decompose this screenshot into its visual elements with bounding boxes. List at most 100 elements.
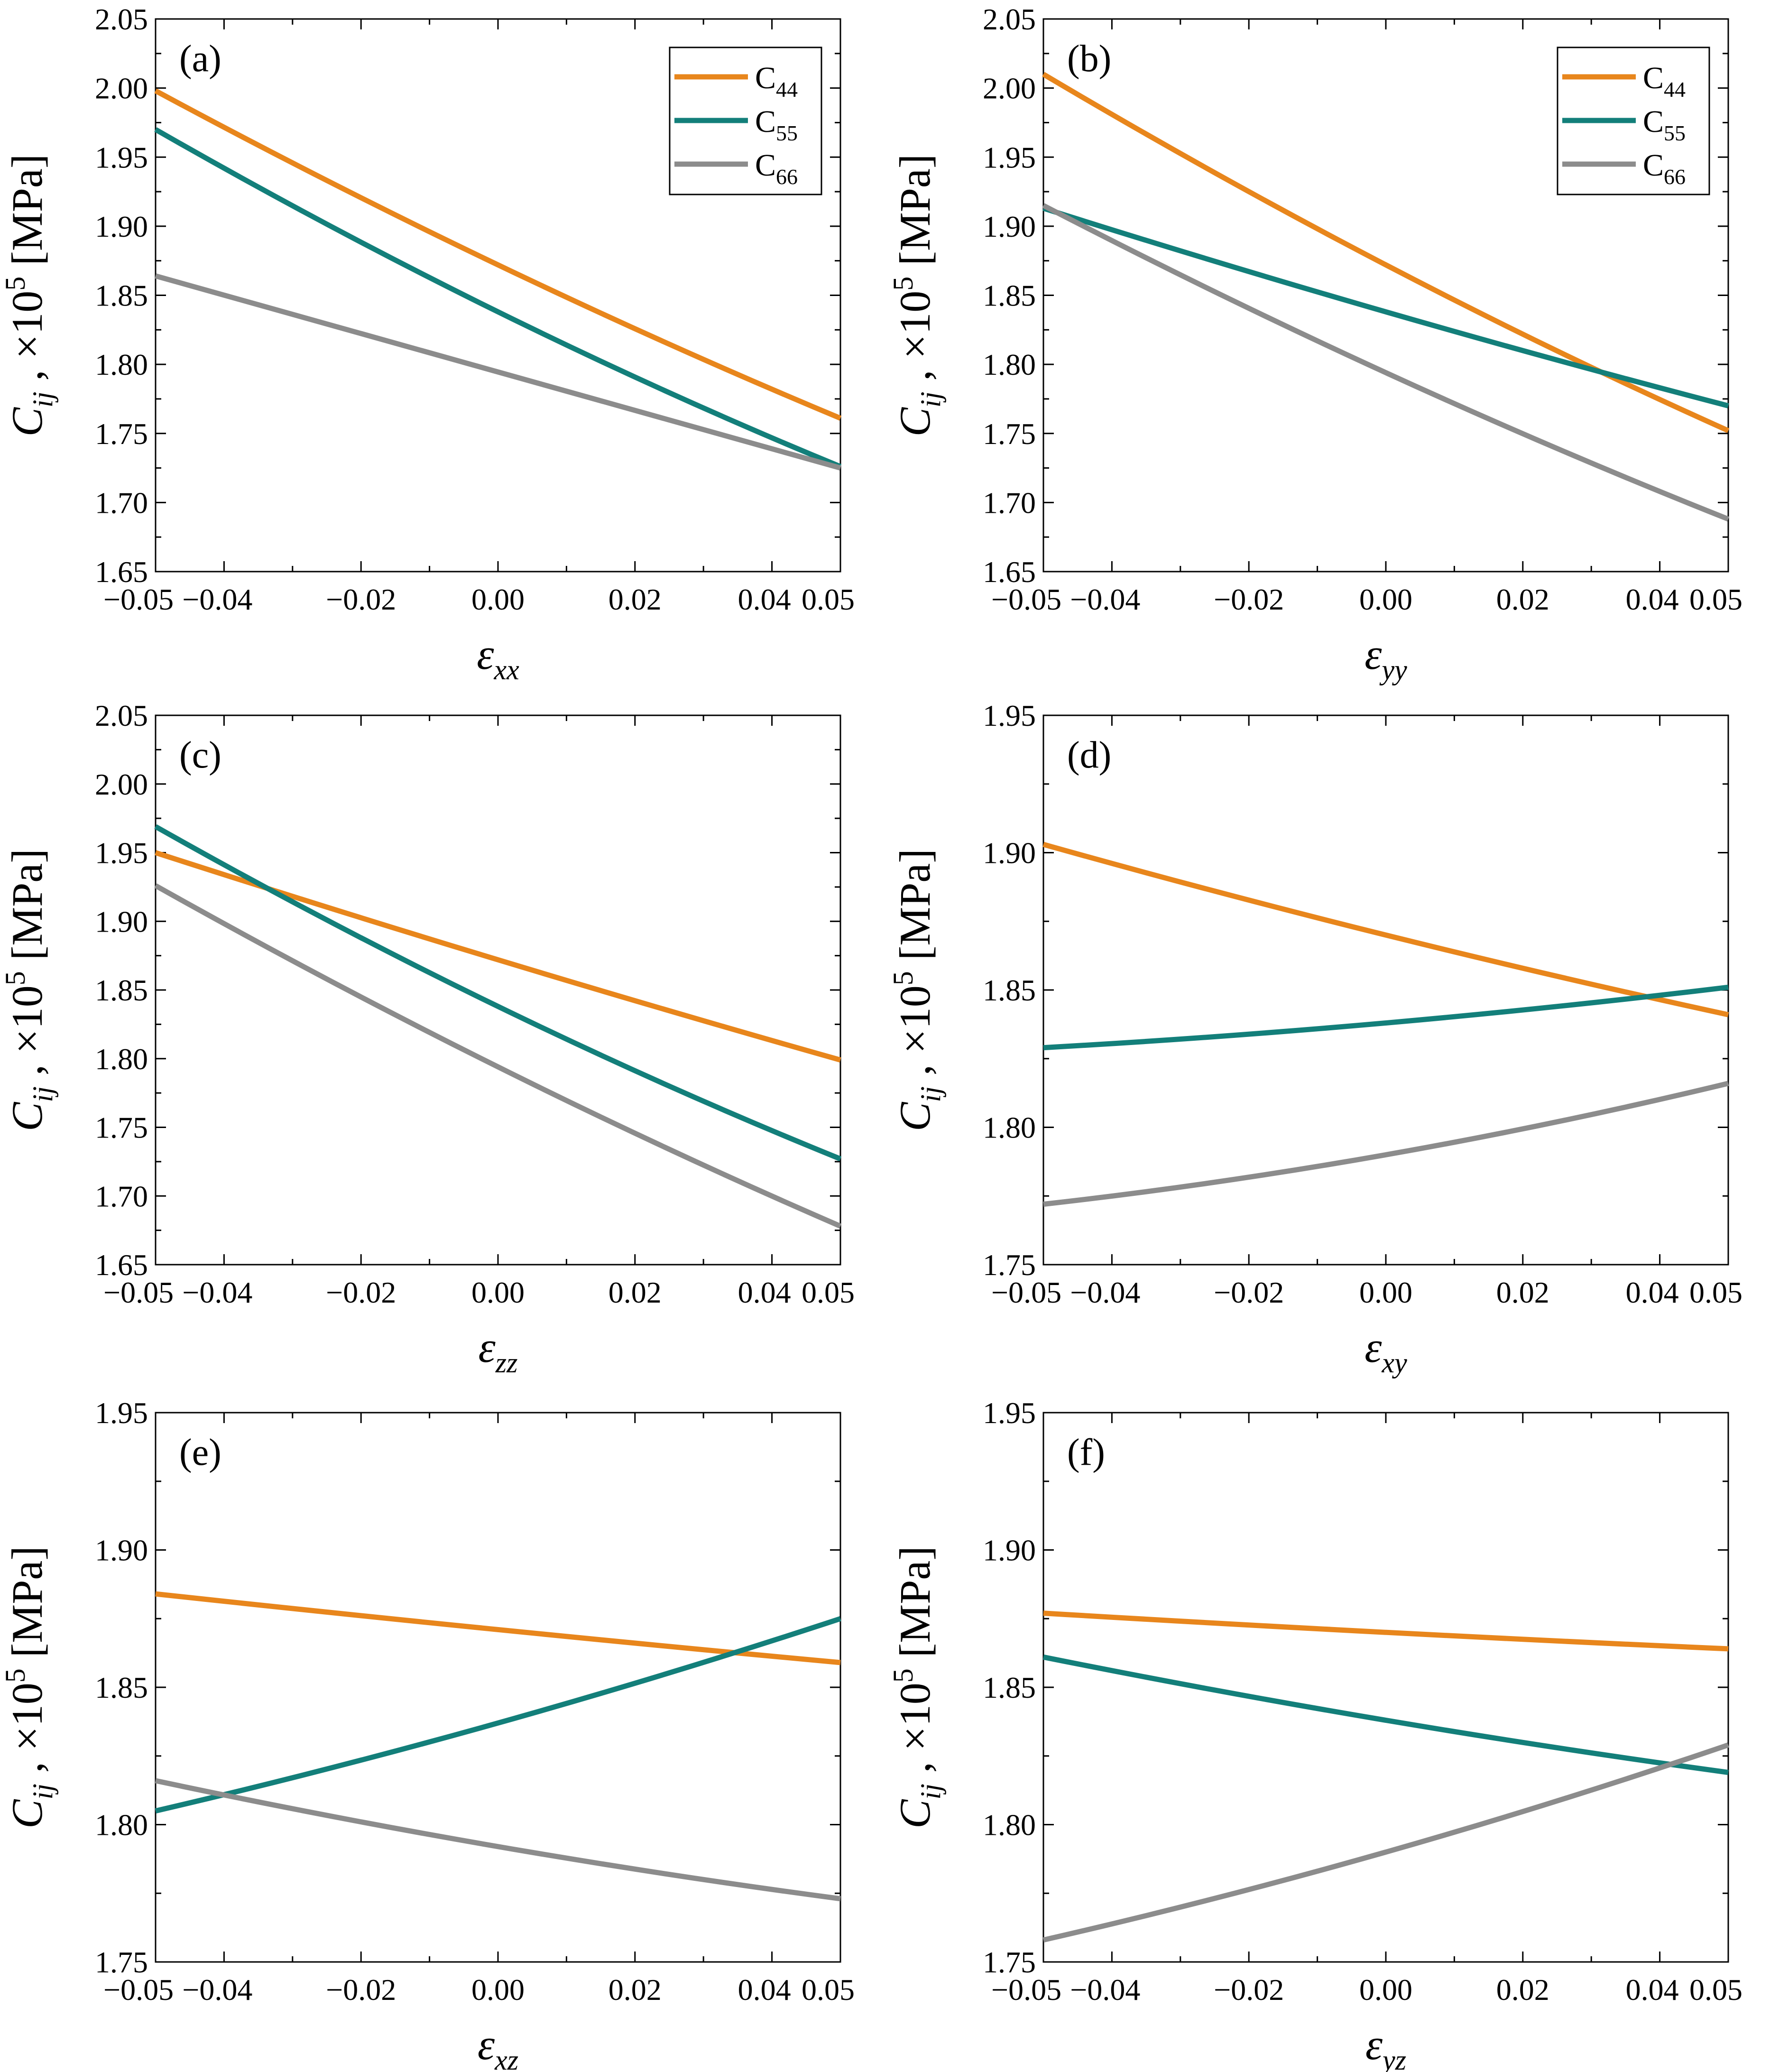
x-tick-label: −0.02 (326, 1973, 396, 2007)
x-axis-label: εxz (478, 2020, 518, 2072)
y-tick-label: 1.80 (983, 348, 1036, 381)
y-tick-label: 1.75 (983, 1945, 1036, 1979)
y-tick-label: 1.75 (95, 1111, 148, 1145)
y-axis-label: Cij , ×105 [MPa] (887, 1546, 946, 1829)
legend-label-c66: C66 (1643, 148, 1686, 189)
y-tick-label: 1.80 (983, 1111, 1036, 1145)
chart-panel-4: 1.75 1.80 1.85 1.90 1.95 −0.05 −0.04 −0.02 0.00 0… (887, 699, 1742, 1378)
panel-label: (e) (179, 1432, 221, 1473)
x-tick-label: −0.04 (182, 1276, 252, 1309)
x-axis-label: εxy (1364, 1323, 1407, 1378)
series-line-c55 (1042, 205, 1729, 408)
y-tick-label: 1.85 (983, 1671, 1036, 1704)
y-tick-label: 1.80 (95, 1042, 148, 1076)
chart-panel-5: 1.75 1.80 1.85 1.90 1.95 −0.05 −0.04 −0.02 0.00 0… (0, 1396, 855, 2072)
x-tick-label: 0.05 (1689, 583, 1742, 616)
x-tick-label: 0.02 (608, 1276, 662, 1309)
y-tick-label: 1.70 (95, 486, 148, 519)
x-axis-label: εyz (1365, 2020, 1406, 2072)
x-tick-label: −0.05 (103, 583, 174, 616)
series-line-c44 (154, 88, 842, 421)
y-tick-label: 1.70 (983, 486, 1036, 519)
plot-frame (1042, 1412, 1729, 1963)
x-tick-label: −0.05 (103, 1973, 174, 2007)
y-tick-label: 1.90 (95, 1534, 148, 1567)
x-tick-label: −0.04 (182, 1973, 252, 2007)
x-tick-label: 0.04 (738, 1973, 791, 2007)
y-tick-label: 1.80 (95, 1808, 148, 1842)
x-tick-label: 0.00 (471, 1973, 525, 2007)
y-tick-label: 2.05 (983, 2, 1036, 36)
y-tick-label: 1.80 (95, 348, 148, 381)
y-tick-label: 1.90 (983, 1534, 1036, 1567)
y-tick-label: 2.00 (95, 72, 148, 105)
series-line-c55 (1043, 984, 1729, 1051)
y-tick-label: 2.05 (95, 699, 148, 732)
x-tick-label: −0.05 (991, 1973, 1061, 2007)
x-tick-label: 0.04 (1626, 1973, 1679, 2007)
chart-panel-2: 1.65 1.70 1.75 1.80 1.85 1.90 1.95 2.00 2.05 −0.0… (887, 2, 1742, 685)
series-line-c66 (155, 273, 841, 471)
x-tick-label: −0.04 (1070, 1276, 1140, 1309)
y-tick-label: 1.90 (95, 210, 148, 243)
y-tick-label: 1.90 (983, 836, 1036, 870)
x-tick-label: 0.05 (1689, 1973, 1742, 2007)
y-tick-label: 1.95 (983, 1396, 1036, 1430)
y-axis-label: Cij , ×105 [MPa] (0, 849, 58, 1131)
y-tick-label: 1.85 (983, 279, 1036, 313)
series-line-c66 (1042, 1742, 1729, 1943)
x-tick-label: −0.02 (1214, 1973, 1284, 2007)
legend-label-c66: C66 (755, 148, 798, 189)
series-line-c66 (155, 1778, 841, 1902)
series-line-c44 (1043, 1610, 1729, 1652)
y-tick-label: 1.75 (983, 1248, 1036, 1282)
x-axis-label: εzz (479, 1323, 518, 1378)
y-tick-label: 1.75 (95, 1945, 148, 1979)
x-tick-label: 0.04 (738, 583, 791, 616)
x-tick-label: 0.04 (1626, 1276, 1679, 1309)
x-tick-label: 0.05 (802, 583, 855, 616)
y-tick-label: 1.65 (95, 1248, 148, 1282)
y-tick-label: 1.85 (95, 1671, 148, 1704)
x-tick-label: 0.05 (802, 1973, 855, 2007)
x-tick-label: 0.02 (1496, 583, 1549, 616)
x-tick-label: −0.05 (991, 1276, 1061, 1309)
y-tick-label: 1.95 (95, 1396, 148, 1430)
x-tick-label: 0.02 (608, 1973, 662, 2007)
y-tick-label: 1.85 (95, 973, 148, 1007)
x-tick-label: −0.04 (1070, 1973, 1140, 2007)
y-tick-label: 2.00 (95, 768, 148, 801)
x-tick-label: −0.05 (103, 1276, 174, 1309)
chart-panel-6: 1.75 1.80 1.85 1.90 1.95 −0.05 −0.04 −0.02 0.00 0… (887, 1396, 1742, 2072)
series-line-c55 (154, 824, 842, 1162)
y-axis-label: Cij , ×105 [MPa] (887, 154, 946, 437)
legend-label-c55: C55 (1643, 104, 1686, 145)
series-line-c66 (154, 883, 842, 1229)
panel-label: (d) (1067, 734, 1111, 776)
y-tick-label: 1.65 (95, 555, 148, 589)
panel-label: (a) (179, 38, 221, 80)
y-tick-label: 2.00 (983, 72, 1036, 105)
y-axis-label: Cij , ×105 [MPa] (0, 154, 58, 437)
y-tick-label: 1.80 (983, 1808, 1036, 1842)
panel-label: (c) (179, 734, 221, 776)
y-tick-label: 1.95 (983, 699, 1036, 732)
x-tick-label: 0.00 (1359, 1973, 1412, 2007)
series-line-c66 (1043, 1081, 1729, 1207)
series-line-c44 (1042, 72, 1730, 433)
x-tick-label: −0.02 (326, 1276, 396, 1309)
x-tick-label: 0.02 (608, 583, 662, 616)
y-tick-label: 1.70 (95, 1179, 148, 1213)
series-line-c55 (1042, 1654, 1729, 1775)
legend-label-c55: C55 (755, 104, 798, 145)
x-tick-label: −0.02 (1214, 583, 1284, 616)
panel-label: (b) (1067, 38, 1111, 80)
legend-label-c44: C44 (1643, 61, 1686, 102)
chart-panel-3: 1.65 1.70 1.75 1.80 1.85 1.90 1.95 2.00 2.05 −0.0… (0, 699, 855, 1378)
chart-panel-1: 1.65 1.70 1.75 1.80 1.85 1.90 1.95 2.00 2.05 −0.0… (0, 2, 855, 685)
y-tick-label: 1.95 (983, 140, 1036, 174)
x-tick-label: 0.05 (802, 1276, 855, 1309)
y-tick-label: 1.90 (95, 905, 148, 938)
